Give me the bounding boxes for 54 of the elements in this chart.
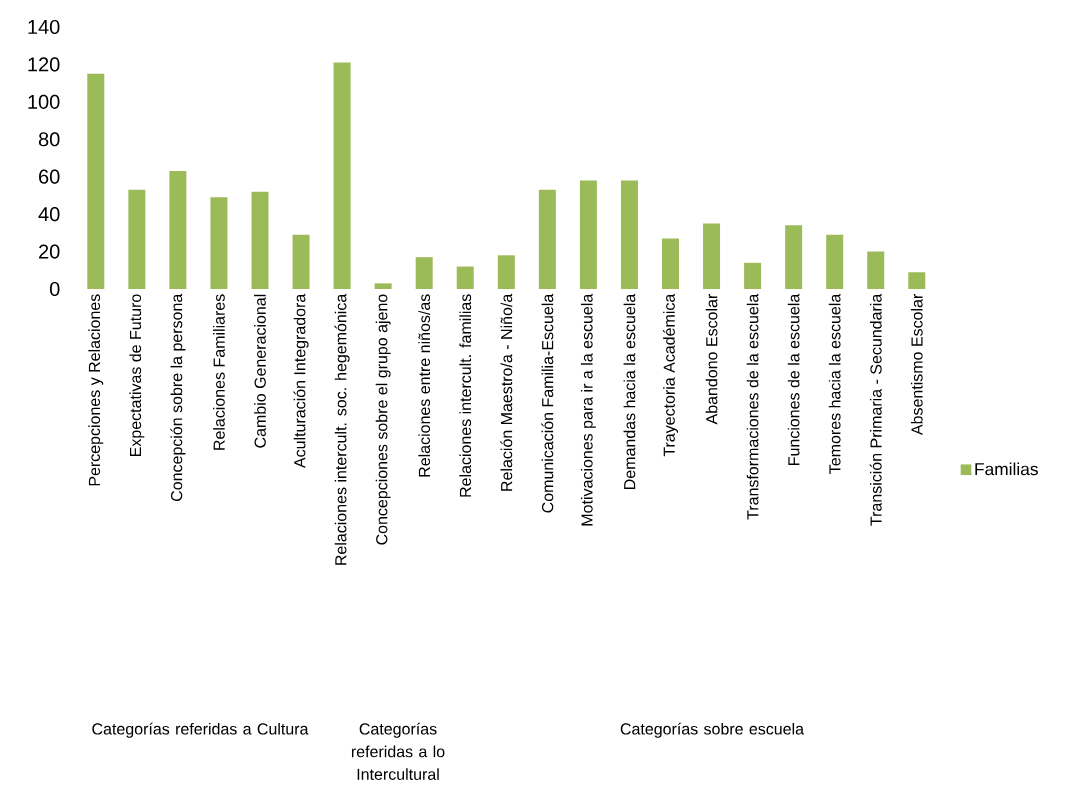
y-tick-label: 20: [39, 244, 60, 259]
bar: [128, 189, 146, 289]
bar: [579, 180, 597, 289]
bar: [169, 171, 187, 289]
bar: [826, 234, 844, 289]
bar: [908, 272, 926, 289]
bar: [415, 257, 433, 289]
bar: [785, 225, 803, 289]
x-tick-label: Transformaciones de la escuela: [746, 293, 759, 520]
bar: [87, 73, 105, 289]
x-tick-label: Transición Primaria - Secundaria: [869, 293, 882, 526]
y-tick-label: 120: [28, 57, 60, 72]
y-tick-label: 100: [28, 94, 60, 109]
bar: [703, 223, 721, 289]
bar: [867, 251, 885, 289]
y-tick-label: 60: [39, 169, 60, 184]
bar: [620, 180, 638, 289]
legend-label: Familias: [975, 462, 1038, 476]
bar: [456, 266, 474, 289]
x-tick-label: Absentismo Escolar: [910, 294, 923, 436]
x-tick-label: Temores hacia la escuela: [828, 293, 841, 474]
bar: [661, 238, 679, 289]
y-tick-label: 140: [28, 19, 60, 35]
x-tick-label: Concepción sobre la persona: [170, 293, 186, 502]
bar: [744, 262, 762, 289]
text: Categorías referidas a lo Intercultural: [351, 722, 445, 780]
y-tick-label: 0: [49, 281, 60, 297]
x-tick-label: Motivaciones para ir a la escuela: [580, 293, 596, 526]
text: Categorías referidas a Cultura: [92, 722, 309, 738]
bar: [374, 283, 392, 289]
bar: [251, 191, 269, 289]
bar: [538, 189, 556, 289]
x-tick-label: Funciones de la escuela: [787, 293, 800, 465]
x-tick-label: Relaciones intercult. familias: [459, 294, 472, 497]
x-tick-label: Relaciones intercult. soc. hegemónica: [334, 293, 350, 565]
x-tick-label: Cambio Generacional: [254, 294, 266, 448]
x-tick-label: Abandono Escolar: [705, 294, 718, 425]
bar: [292, 234, 310, 289]
y-tick-label: 80: [38, 132, 60, 147]
text: Categorías sobre escuela: [620, 722, 805, 738]
x-tick-label: Aculturación Integradora: [293, 293, 309, 469]
x-tick-label: Expectativas de Futuro: [129, 294, 145, 457]
bar: [333, 62, 351, 289]
y-tick-label: 40: [38, 207, 60, 222]
bar: [210, 197, 228, 289]
x-tick-label: Comunicación Familia-Escuela: [541, 293, 554, 513]
x-tick-label: Relación Maestro/a - Niño/a: [500, 293, 513, 491]
x-tick-label: Concepciones sobre el grupo ajeno: [375, 294, 391, 545]
x-tick-label: Percepciones y Relaciones: [88, 294, 104, 486]
x-tick-label: Relaciones entre niños/as: [418, 294, 431, 477]
x-tick-label: Relaciones Familiares: [213, 294, 225, 450]
x-tick-label: Trayectoria Académica: [662, 293, 679, 457]
x-tick-label: Demandas hacia la escuela: [623, 293, 636, 489]
bar: [497, 255, 515, 289]
